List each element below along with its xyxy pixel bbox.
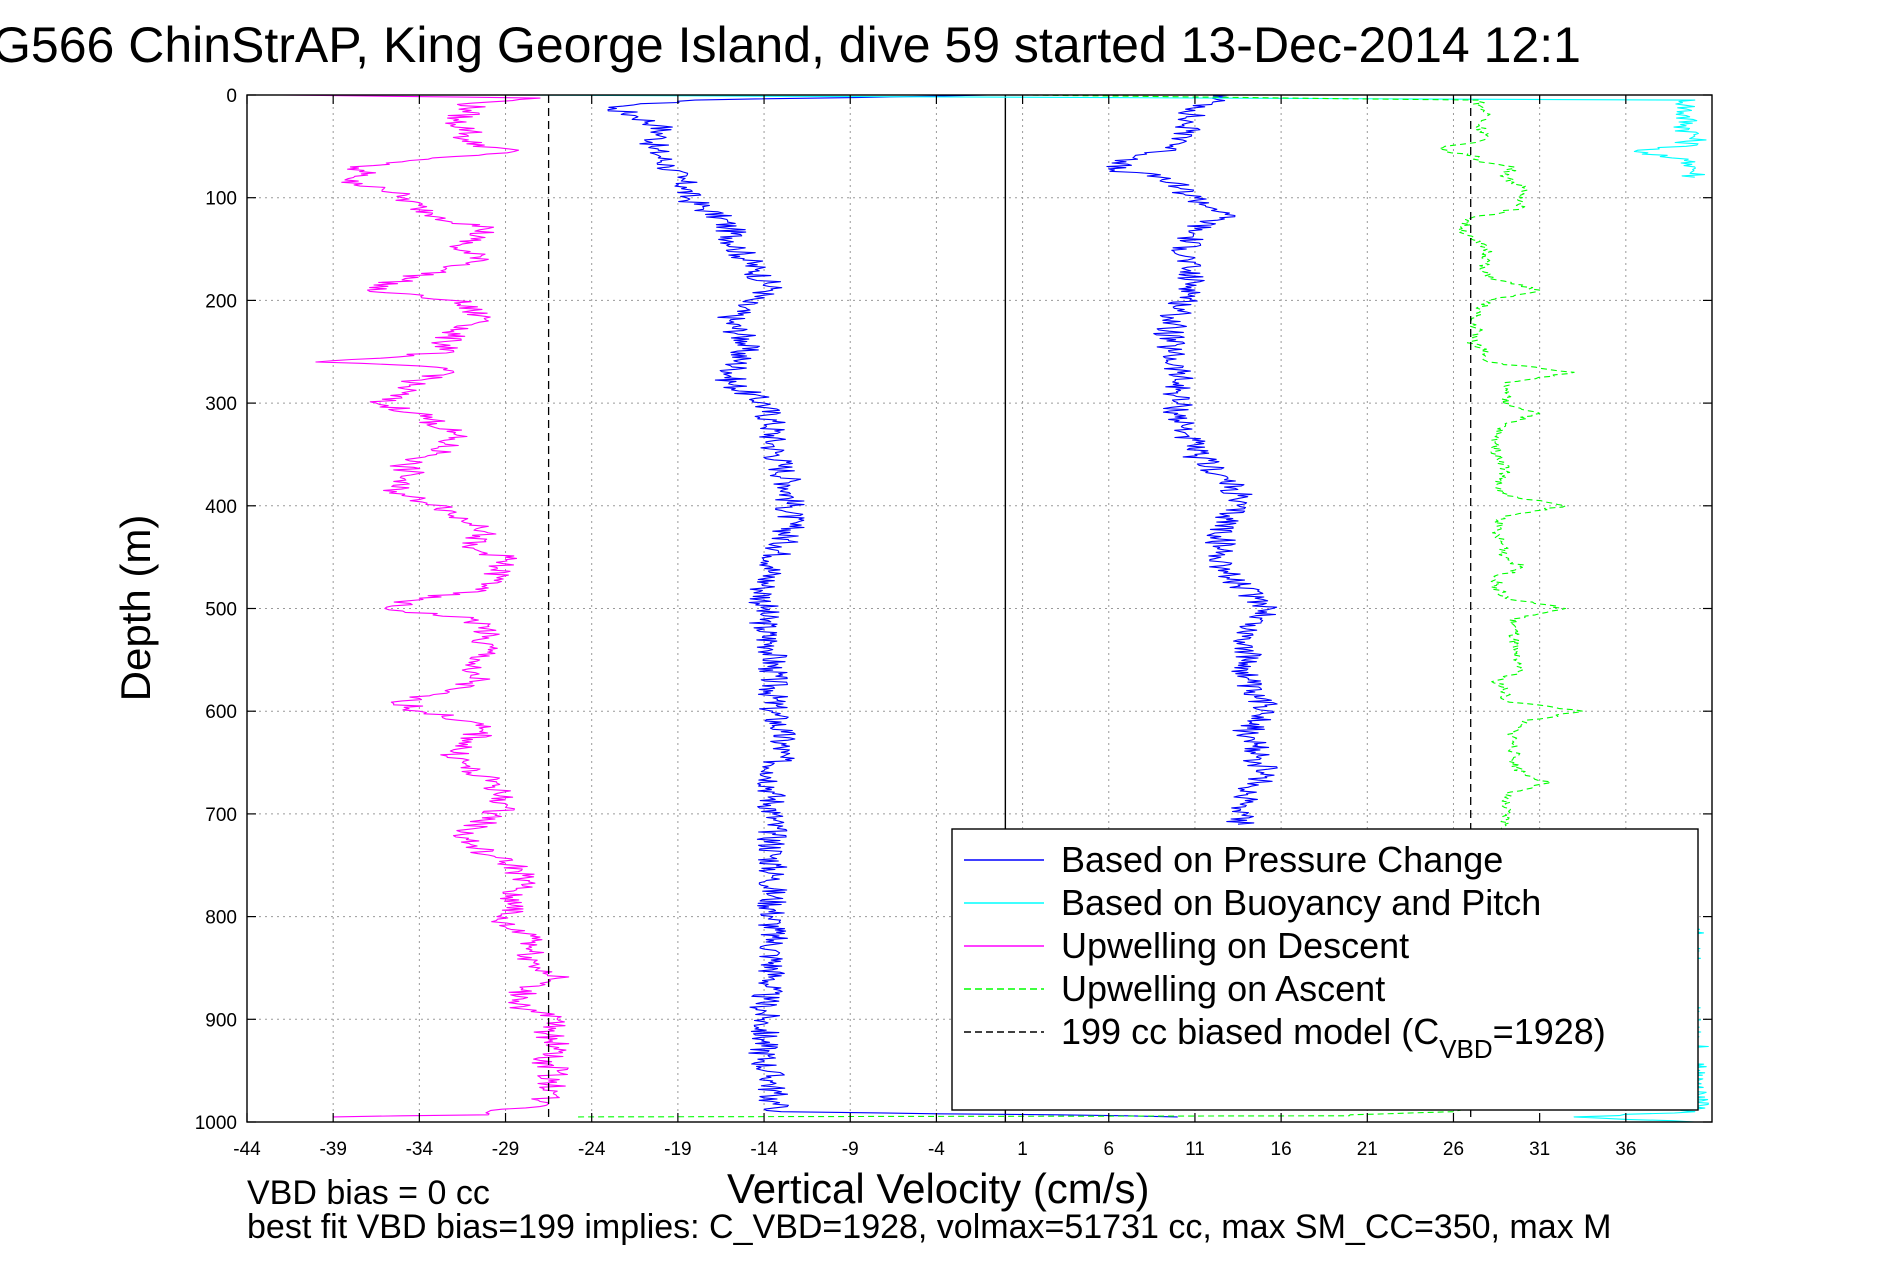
x-tick-label: -44 <box>233 1139 261 1160</box>
best-fit-note: best fit VBD bias=199 implies: C_VBD=192… <box>247 1208 1611 1246</box>
legend-label: Based on Buoyancy and Pitch <box>1061 882 1541 923</box>
x-tick-label: -24 <box>578 1139 606 1160</box>
y-tick-label: 1000 <box>195 1113 237 1134</box>
x-tick-label: -39 <box>319 1139 346 1160</box>
x-tick-label: 31 <box>1529 1139 1550 1160</box>
series-line-based-on-pressure-change-1 <box>607 94 1178 1118</box>
y-axis-title: Depth (m) <box>112 515 159 702</box>
y-tick-label: 900 <box>205 1010 237 1031</box>
legend-label-main: Based on Buoyancy and Pitch <box>1061 882 1541 923</box>
legend-label: 199 cc biased model (CVBD=1928) <box>1061 1011 1606 1064</box>
x-tick-label: -29 <box>492 1139 519 1160</box>
x-tick-label: 16 <box>1271 1139 1292 1160</box>
series-line-based-on-pressure-change-2 <box>1106 94 1278 825</box>
vbd-bias-note: VBD bias = 0 cc <box>247 1174 490 1212</box>
series-line-based-on-buoyancy-and-pitch-1 <box>505 94 1707 178</box>
series-line-upwelling-on-descent-1 <box>281 94 570 1118</box>
y-tick-label: 100 <box>205 189 237 210</box>
x-tick-label: -4 <box>928 1139 945 1160</box>
x-tick-label: 21 <box>1357 1139 1378 1160</box>
legend-label-main: Upwelling on Descent <box>1061 925 1409 966</box>
axis-ticks: -44 -39 -34 -29 -24 -19 -14 -9 -4 1 6 11 16 21 26 31 360… <box>195 86 1712 1160</box>
y-tick-label: 200 <box>205 291 237 312</box>
x-tick-label: 11 <box>1185 1139 1205 1160</box>
legend-label: Based on Pressure Change <box>1061 839 1503 880</box>
x-axis-title: Vertical Velocity (cm/s) <box>727 1165 1149 1212</box>
x-tick-label: -19 <box>664 1139 691 1160</box>
legend-label: Upwelling on Descent <box>1061 925 1409 966</box>
y-tick-label: 600 <box>205 702 237 723</box>
legend-label-suffix: =1928) <box>1493 1011 1606 1052</box>
x-tick-label: -34 <box>406 1139 434 1160</box>
y-tick-label: 0 <box>226 86 237 107</box>
legend-label-main: 199 cc biased model (C <box>1061 1011 1439 1052</box>
legend-label-main: Based on Pressure Change <box>1061 839 1503 880</box>
y-tick-label: 700 <box>205 805 237 826</box>
x-tick-label: 6 <box>1103 1139 1114 1160</box>
legend-box <box>951 828 1699 1111</box>
y-tick-label: 400 <box>205 497 237 518</box>
x-tick-label: 36 <box>1615 1139 1636 1160</box>
chart-title: G566 ChinStrAP, King George Island, dive… <box>0 17 1581 73</box>
y-tick-label: 500 <box>205 600 237 621</box>
y-tick-label: 800 <box>205 908 237 929</box>
x-tick-label: -9 <box>842 1139 859 1160</box>
legend-label: Upwelling on Ascent <box>1061 968 1385 1009</box>
legend-label-subscript: VBD <box>1439 1034 1492 1064</box>
x-tick-label: 26 <box>1443 1139 1464 1160</box>
legend-label-main: Upwelling on Ascent <box>1061 968 1385 1009</box>
x-tick-label: 1 <box>1017 1139 1028 1160</box>
y-tick-label: 300 <box>205 394 237 415</box>
x-tick-label: -14 <box>750 1139 778 1160</box>
